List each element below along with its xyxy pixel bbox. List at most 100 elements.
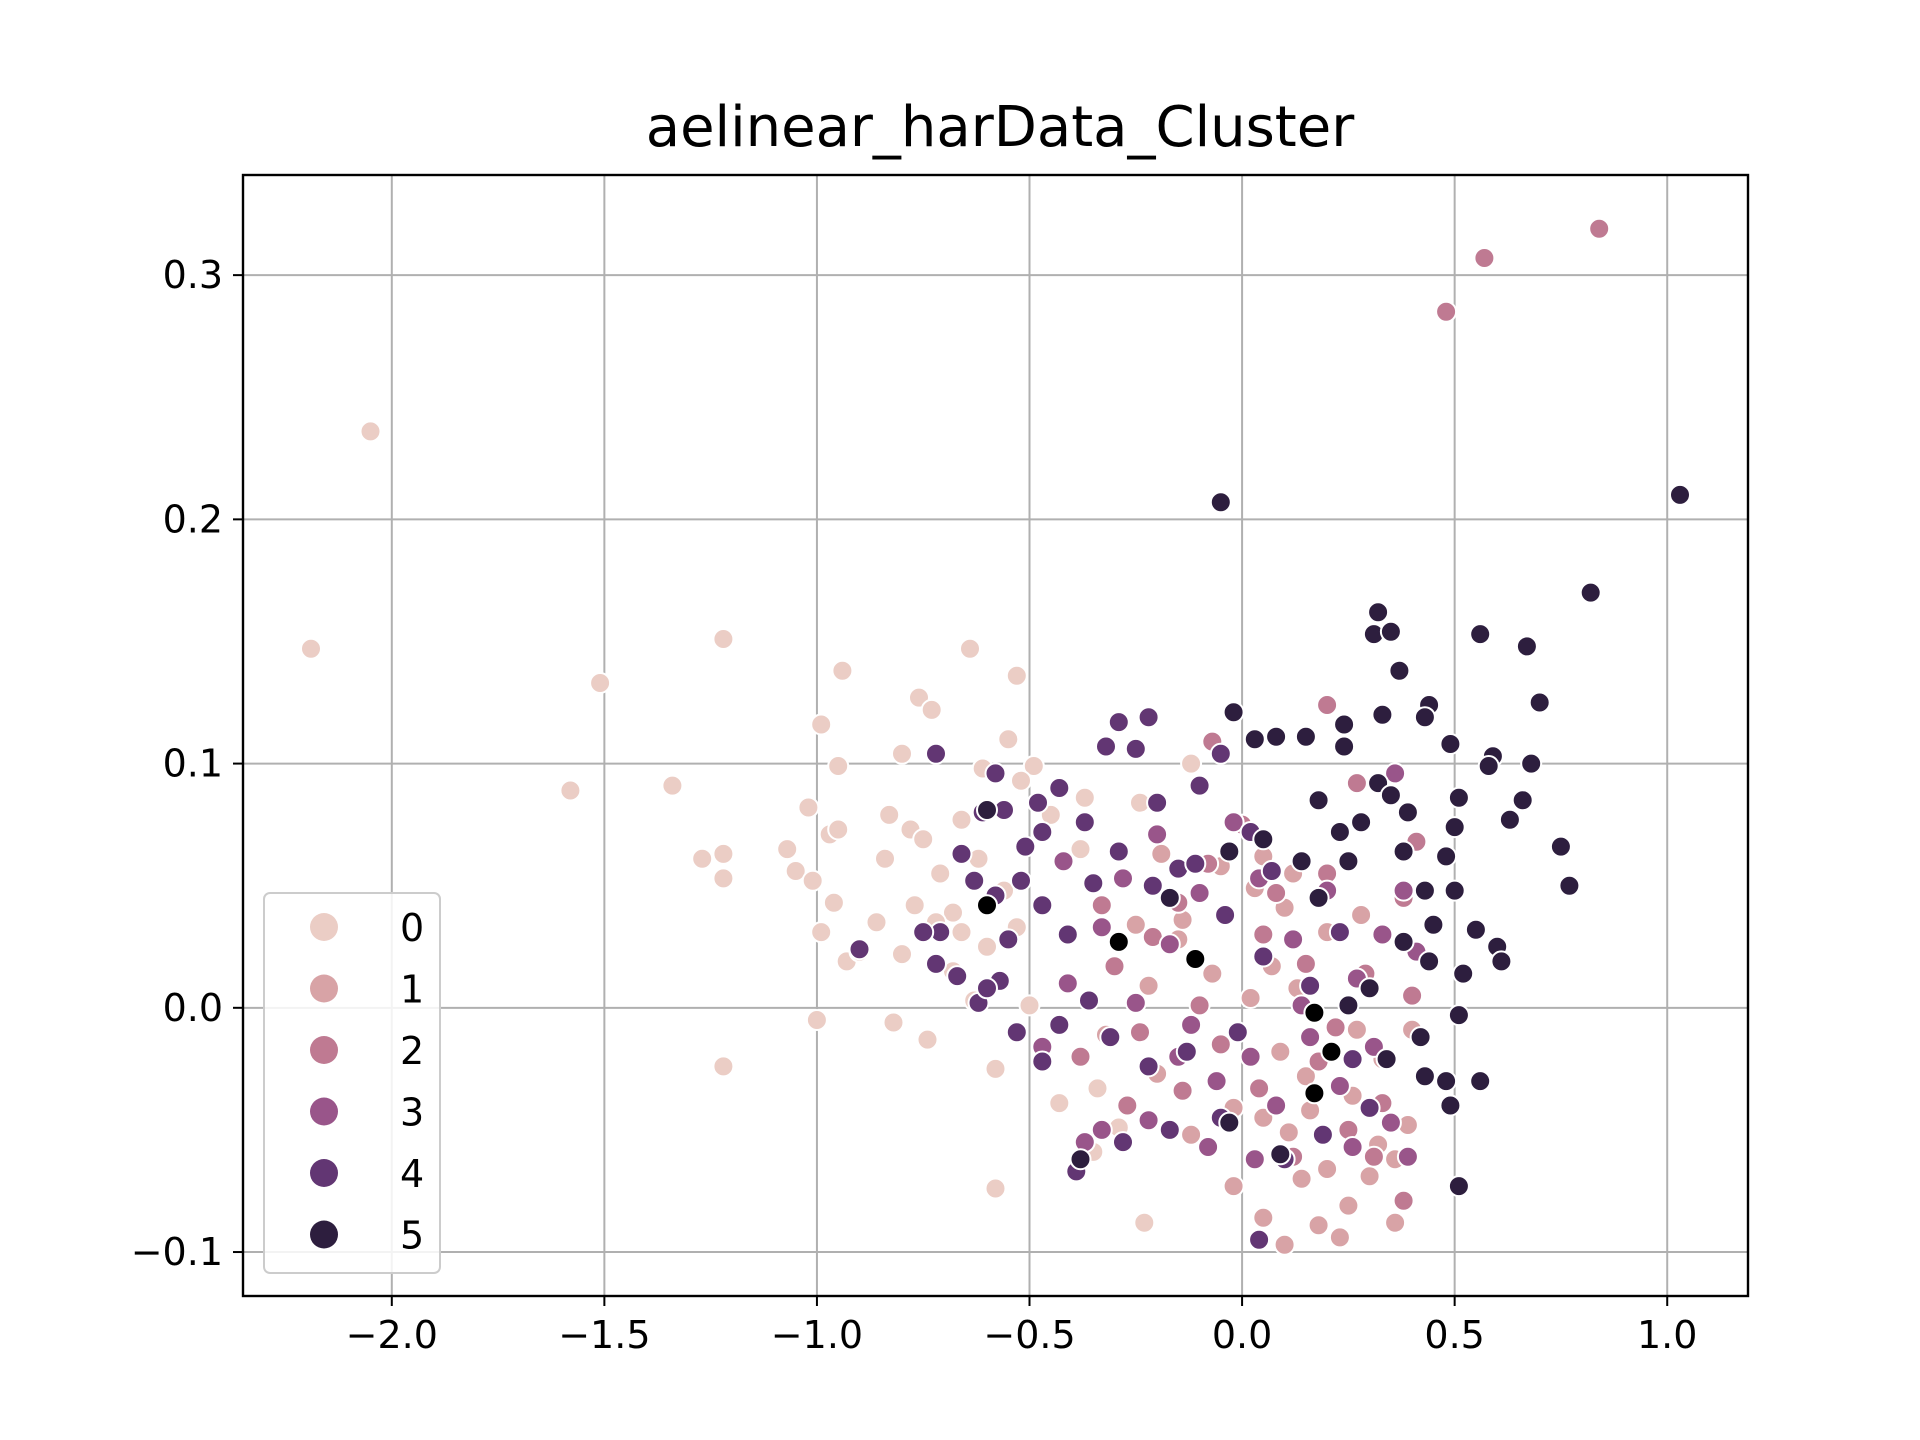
- data-point: [1464, 918, 1487, 941]
- data-point: [831, 659, 854, 682]
- data-point: [1498, 808, 1521, 831]
- data-point: [1248, 1077, 1271, 1100]
- y-axis: −0.1 0.0 0.1 0.2 0.3: [131, 253, 243, 1274]
- data-point: [1031, 821, 1054, 843]
- data-point: [797, 796, 820, 819]
- data-point: [1124, 913, 1147, 936]
- data-point: [1201, 962, 1224, 985]
- x-tick-label: −2.0: [346, 1313, 438, 1357]
- data-point: [810, 921, 833, 944]
- data-point: [1056, 972, 1079, 995]
- data-point: [1294, 952, 1317, 975]
- cluster-center-point: [1303, 1001, 1326, 1024]
- data-point: [1511, 789, 1534, 812]
- data-point: [1443, 879, 1466, 902]
- legend-marker: [310, 1097, 338, 1126]
- data-point: [1328, 1226, 1351, 1249]
- data-point: [1490, 950, 1513, 973]
- data-point: [1477, 755, 1500, 777]
- data-point: [1396, 801, 1419, 824]
- data-point: [1048, 1013, 1071, 1036]
- data-point: [1226, 1021, 1249, 1044]
- data-point: [1558, 874, 1581, 897]
- data-point: [1010, 869, 1032, 892]
- data-point: [1337, 1194, 1360, 1217]
- data-point: [1137, 706, 1160, 729]
- data-point: [1005, 664, 1028, 687]
- data-point: [929, 862, 952, 885]
- data-point: [1048, 1092, 1071, 1115]
- data-point: [1311, 1123, 1334, 1146]
- data-point: [920, 698, 943, 721]
- x-tick-label: −0.5: [983, 1313, 1075, 1357]
- data-point: [1277, 1121, 1300, 1144]
- plot-frame: [241, 173, 1750, 1298]
- data-point: [1048, 777, 1071, 799]
- data-point: [959, 637, 981, 660]
- data-point: [691, 847, 714, 870]
- data-point: [1375, 1048, 1398, 1071]
- data-point: [1307, 886, 1330, 909]
- data-point: [1073, 786, 1096, 809]
- data-point: [1073, 811, 1096, 834]
- data-point: [1350, 811, 1373, 834]
- data-point: [1141, 874, 1164, 897]
- data-point: [891, 943, 913, 966]
- data-point: [1362, 1145, 1385, 1168]
- data-point: [1316, 694, 1339, 716]
- data-point: [784, 860, 807, 882]
- data-point: [1328, 821, 1351, 843]
- data-point: [1056, 923, 1079, 946]
- data-point: [822, 891, 845, 914]
- data-point: [1269, 1143, 1292, 1166]
- data-point: [1328, 1075, 1351, 1097]
- data-point: [1379, 620, 1402, 643]
- data-point: [1290, 850, 1313, 873]
- data-point: [916, 1028, 939, 1051]
- data-point: [1418, 950, 1441, 973]
- x-axis: −2.0 −1.5 −1.0 −0.5 0.0 0.5 1.0: [346, 1296, 1697, 1357]
- data-point: [1307, 789, 1330, 812]
- data-point: [1273, 1233, 1296, 1256]
- data-point: [942, 901, 964, 924]
- cluster-center-point: [1107, 930, 1130, 953]
- data-point: [1239, 987, 1262, 1009]
- data-point: [1358, 977, 1381, 1000]
- data-point: [1307, 1214, 1330, 1237]
- data-point: [1358, 1096, 1381, 1119]
- cluster-center-point: [1320, 1040, 1343, 1063]
- data-point: [1243, 1148, 1266, 1171]
- data-point: [1184, 852, 1207, 875]
- data-point: [1252, 923, 1275, 946]
- data-point: [810, 713, 833, 736]
- data-point: [801, 869, 824, 892]
- legend-marker: [310, 1159, 338, 1187]
- data-point: [997, 928, 1020, 951]
- data-point: [1069, 1045, 1092, 1068]
- data-point: [1133, 1211, 1156, 1234]
- legend-label: 1: [400, 968, 424, 1012]
- legend-label: 3: [400, 1091, 424, 1135]
- data-point: [946, 965, 969, 988]
- data-point: [1082, 872, 1105, 895]
- data-point: [1252, 828, 1275, 851]
- data-point: [1341, 1048, 1364, 1071]
- data-point: [1379, 784, 1402, 807]
- data-point: [1180, 752, 1203, 775]
- data-point: [1209, 491, 1232, 514]
- data-point: [976, 935, 998, 958]
- data-point: [1669, 483, 1691, 506]
- data-point: [1579, 581, 1602, 604]
- data-point: [1392, 930, 1415, 953]
- data-point: [878, 803, 901, 826]
- data-point: [1129, 1021, 1151, 1044]
- x-tick-label: −1.0: [771, 1313, 863, 1357]
- legend-label: 5: [400, 1214, 424, 1258]
- data-point: [1239, 1045, 1262, 1068]
- data-point: [1435, 300, 1458, 323]
- series-cluster-0: [300, 420, 1203, 1234]
- data-point: [712, 628, 735, 650]
- data-point: [1316, 1158, 1339, 1180]
- data-point: [776, 838, 799, 861]
